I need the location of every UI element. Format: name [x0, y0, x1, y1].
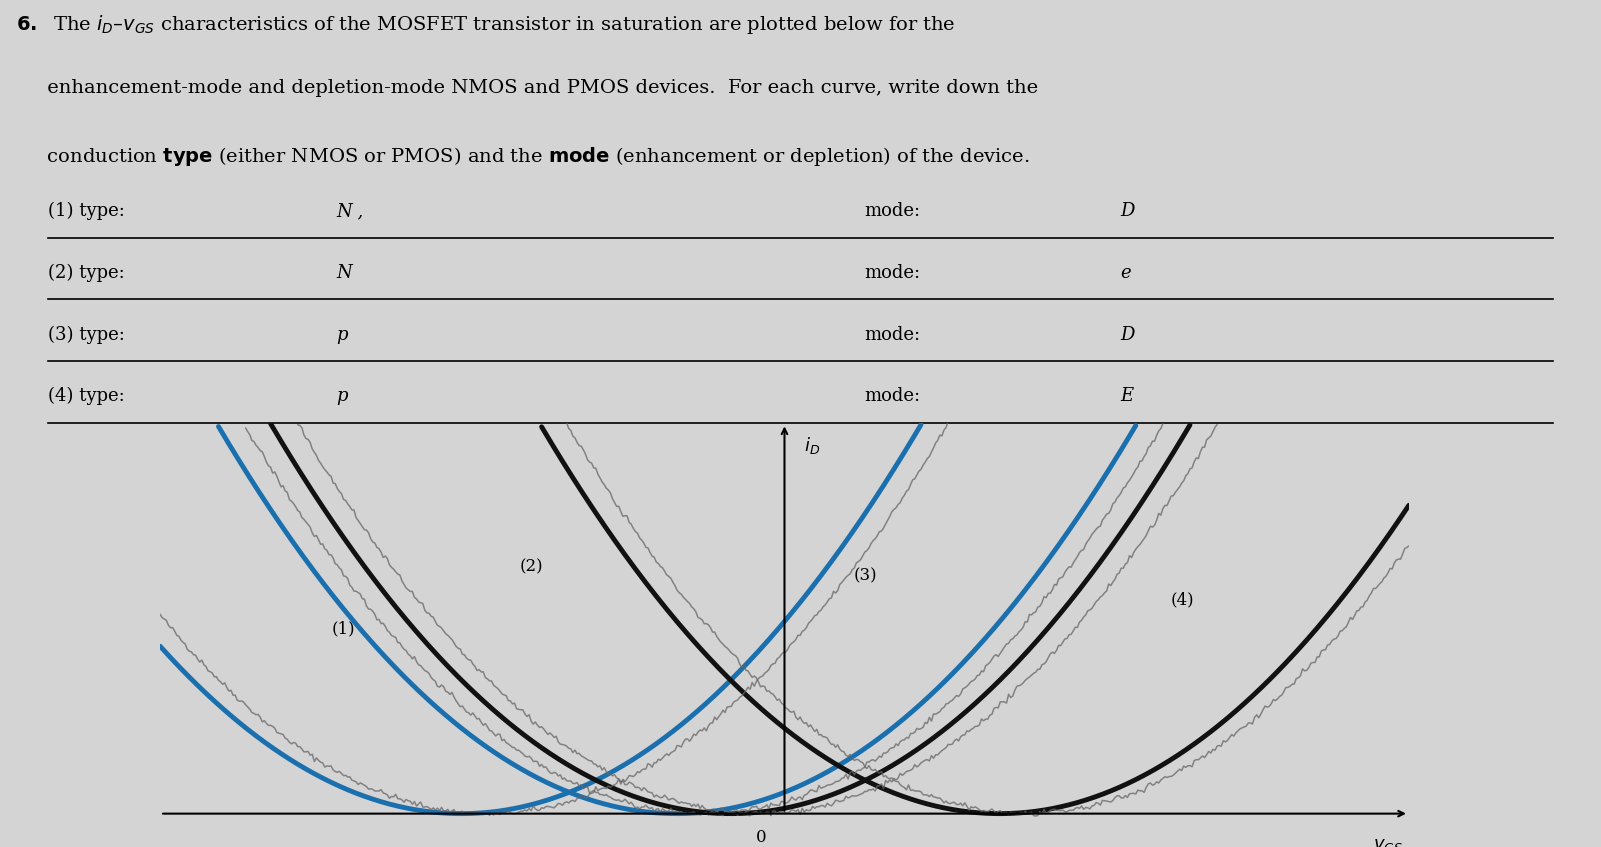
Text: $v_{GS}$: $v_{GS}$ — [1374, 836, 1404, 847]
Text: conduction $\bf{type}$ (either NMOS or PMOS) and the $\bf{mode}$ (enhancement or: conduction $\bf{type}$ (either NMOS or P… — [16, 146, 1029, 169]
Text: D: D — [1121, 325, 1135, 344]
Text: (3) type:: (3) type: — [48, 325, 125, 344]
Text: 0: 0 — [756, 829, 767, 846]
Text: (3): (3) — [853, 567, 877, 584]
Text: (1): (1) — [331, 620, 355, 637]
Text: $\bf{6.}$  The $i_D$–$v_{GS}$ characteristics of the MOSFET transistor in satura: $\bf{6.}$ The $i_D$–$v_{GS}$ characteris… — [16, 14, 956, 36]
Text: D: D — [1121, 202, 1135, 220]
Text: enhancement-mode and depletion-mode NMOS and PMOS devices.  For each curve, writ: enhancement-mode and depletion-mode NMOS… — [16, 80, 1037, 97]
Text: p: p — [336, 325, 347, 344]
Text: $i_D$: $i_D$ — [804, 435, 820, 457]
Text: mode:: mode: — [865, 264, 921, 282]
Text: mode:: mode: — [865, 325, 921, 344]
Text: (4): (4) — [1170, 591, 1194, 609]
Text: (4) type:: (4) type: — [48, 387, 125, 405]
Text: (1) type:: (1) type: — [48, 202, 125, 220]
Text: p: p — [336, 387, 347, 405]
Text: N: N — [336, 264, 352, 282]
Text: N ,: N , — [336, 202, 363, 220]
Text: E: E — [1121, 387, 1134, 405]
Text: mode:: mode: — [865, 202, 921, 220]
Text: mode:: mode: — [865, 387, 921, 405]
Text: e: e — [1121, 264, 1132, 282]
Text: (2): (2) — [520, 559, 543, 576]
Text: (2) type:: (2) type: — [48, 263, 125, 282]
